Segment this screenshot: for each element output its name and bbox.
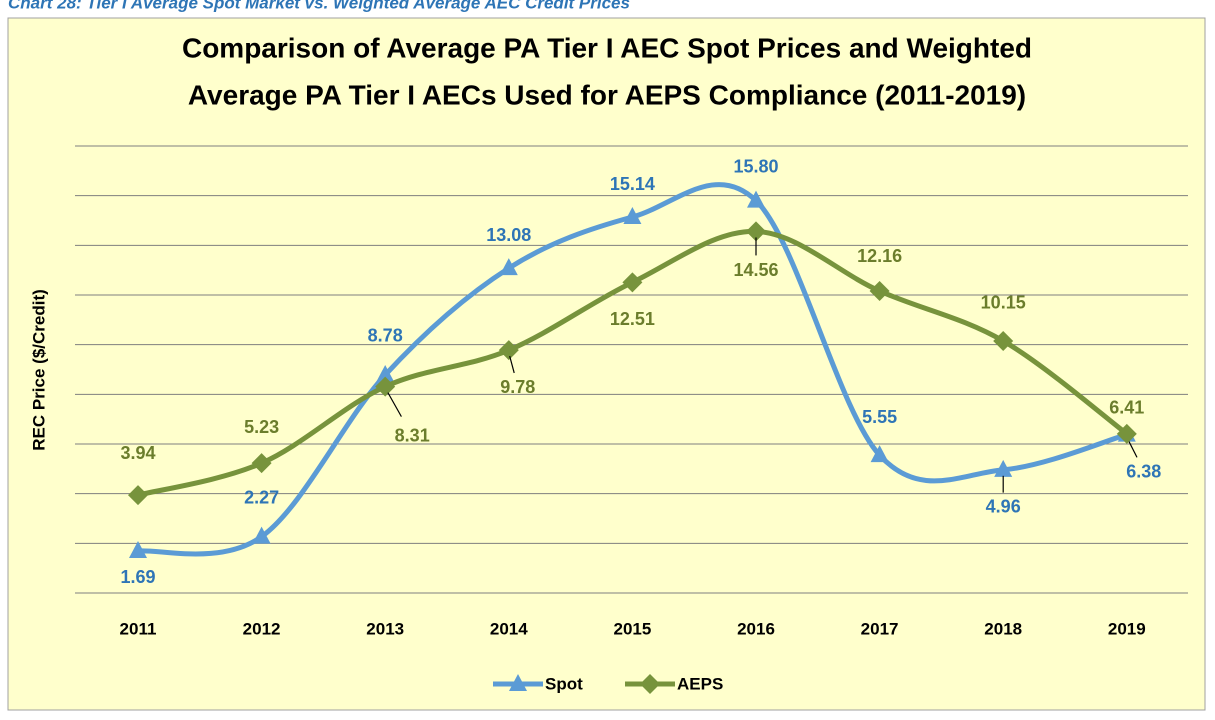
marker bbox=[499, 258, 518, 276]
legend-label: Spot bbox=[545, 674, 583, 693]
data-label: 1.69 bbox=[120, 567, 155, 587]
marker bbox=[498, 340, 519, 361]
marker bbox=[869, 281, 890, 302]
marker bbox=[747, 190, 765, 208]
marker bbox=[993, 330, 1014, 351]
data-label: 12.16 bbox=[857, 246, 902, 266]
x-tick-label: 2015 bbox=[613, 619, 651, 638]
x-tick-label: 2016 bbox=[737, 619, 775, 638]
data-label: 5.55 bbox=[862, 407, 897, 427]
marker bbox=[870, 445, 889, 463]
data-label: 6.41 bbox=[1109, 398, 1144, 418]
caption: Chart 28: Tier I Average Spot Market vs.… bbox=[8, 0, 630, 12]
y-axis-label: REC Price ($/Credit) bbox=[29, 289, 48, 451]
x-tick-label: 2011 bbox=[120, 619, 157, 638]
marker bbox=[994, 459, 1013, 477]
data-label: 10.15 bbox=[981, 293, 1026, 313]
data-label: 14.56 bbox=[733, 260, 778, 280]
data-label: 15.14 bbox=[610, 174, 655, 194]
marker bbox=[746, 221, 766, 242]
data-label: 5.23 bbox=[244, 417, 279, 437]
data-label: 15.80 bbox=[733, 156, 778, 176]
marker bbox=[129, 541, 147, 559]
x-tick-label: 2018 bbox=[984, 619, 1022, 638]
data-label: 13.08 bbox=[486, 225, 531, 245]
data-label: 2.27 bbox=[244, 487, 279, 507]
marker bbox=[128, 485, 148, 506]
chart-title: Comparison of Average PA Tier I AEC Spot… bbox=[182, 32, 1032, 63]
x-tick-label: 2014 bbox=[490, 619, 528, 638]
chart-frame bbox=[7, 17, 1206, 711]
x-tick-label: 2017 bbox=[861, 619, 899, 638]
x-tick-label: 2013 bbox=[366, 619, 404, 638]
marker bbox=[640, 674, 660, 694]
marker bbox=[509, 674, 527, 691]
leader-line bbox=[387, 392, 402, 417]
marker bbox=[251, 453, 272, 474]
marker bbox=[623, 207, 642, 225]
marker bbox=[622, 272, 643, 293]
leader-line bbox=[509, 355, 515, 374]
data-label: 6.38 bbox=[1126, 461, 1161, 481]
x-tick-label: 2012 bbox=[243, 619, 281, 638]
legend-label: AEPS bbox=[677, 674, 723, 693]
marker bbox=[375, 376, 396, 397]
series-line bbox=[135, 182, 1130, 557]
x-tick-label: 2019 bbox=[1108, 619, 1146, 638]
marker bbox=[376, 364, 395, 382]
chart-title: Average PA Tier I AECs Used for AEPS Com… bbox=[188, 79, 1026, 110]
data-label: 8.31 bbox=[395, 425, 430, 445]
marker bbox=[252, 526, 271, 544]
data-label: 9.78 bbox=[500, 377, 535, 397]
marker bbox=[1116, 423, 1137, 444]
data-label: 4.96 bbox=[986, 497, 1021, 517]
data-label: 3.94 bbox=[120, 443, 155, 463]
leader-line bbox=[1127, 440, 1138, 458]
data-label: 8.78 bbox=[368, 326, 403, 346]
data-label: 12.51 bbox=[610, 309, 655, 329]
